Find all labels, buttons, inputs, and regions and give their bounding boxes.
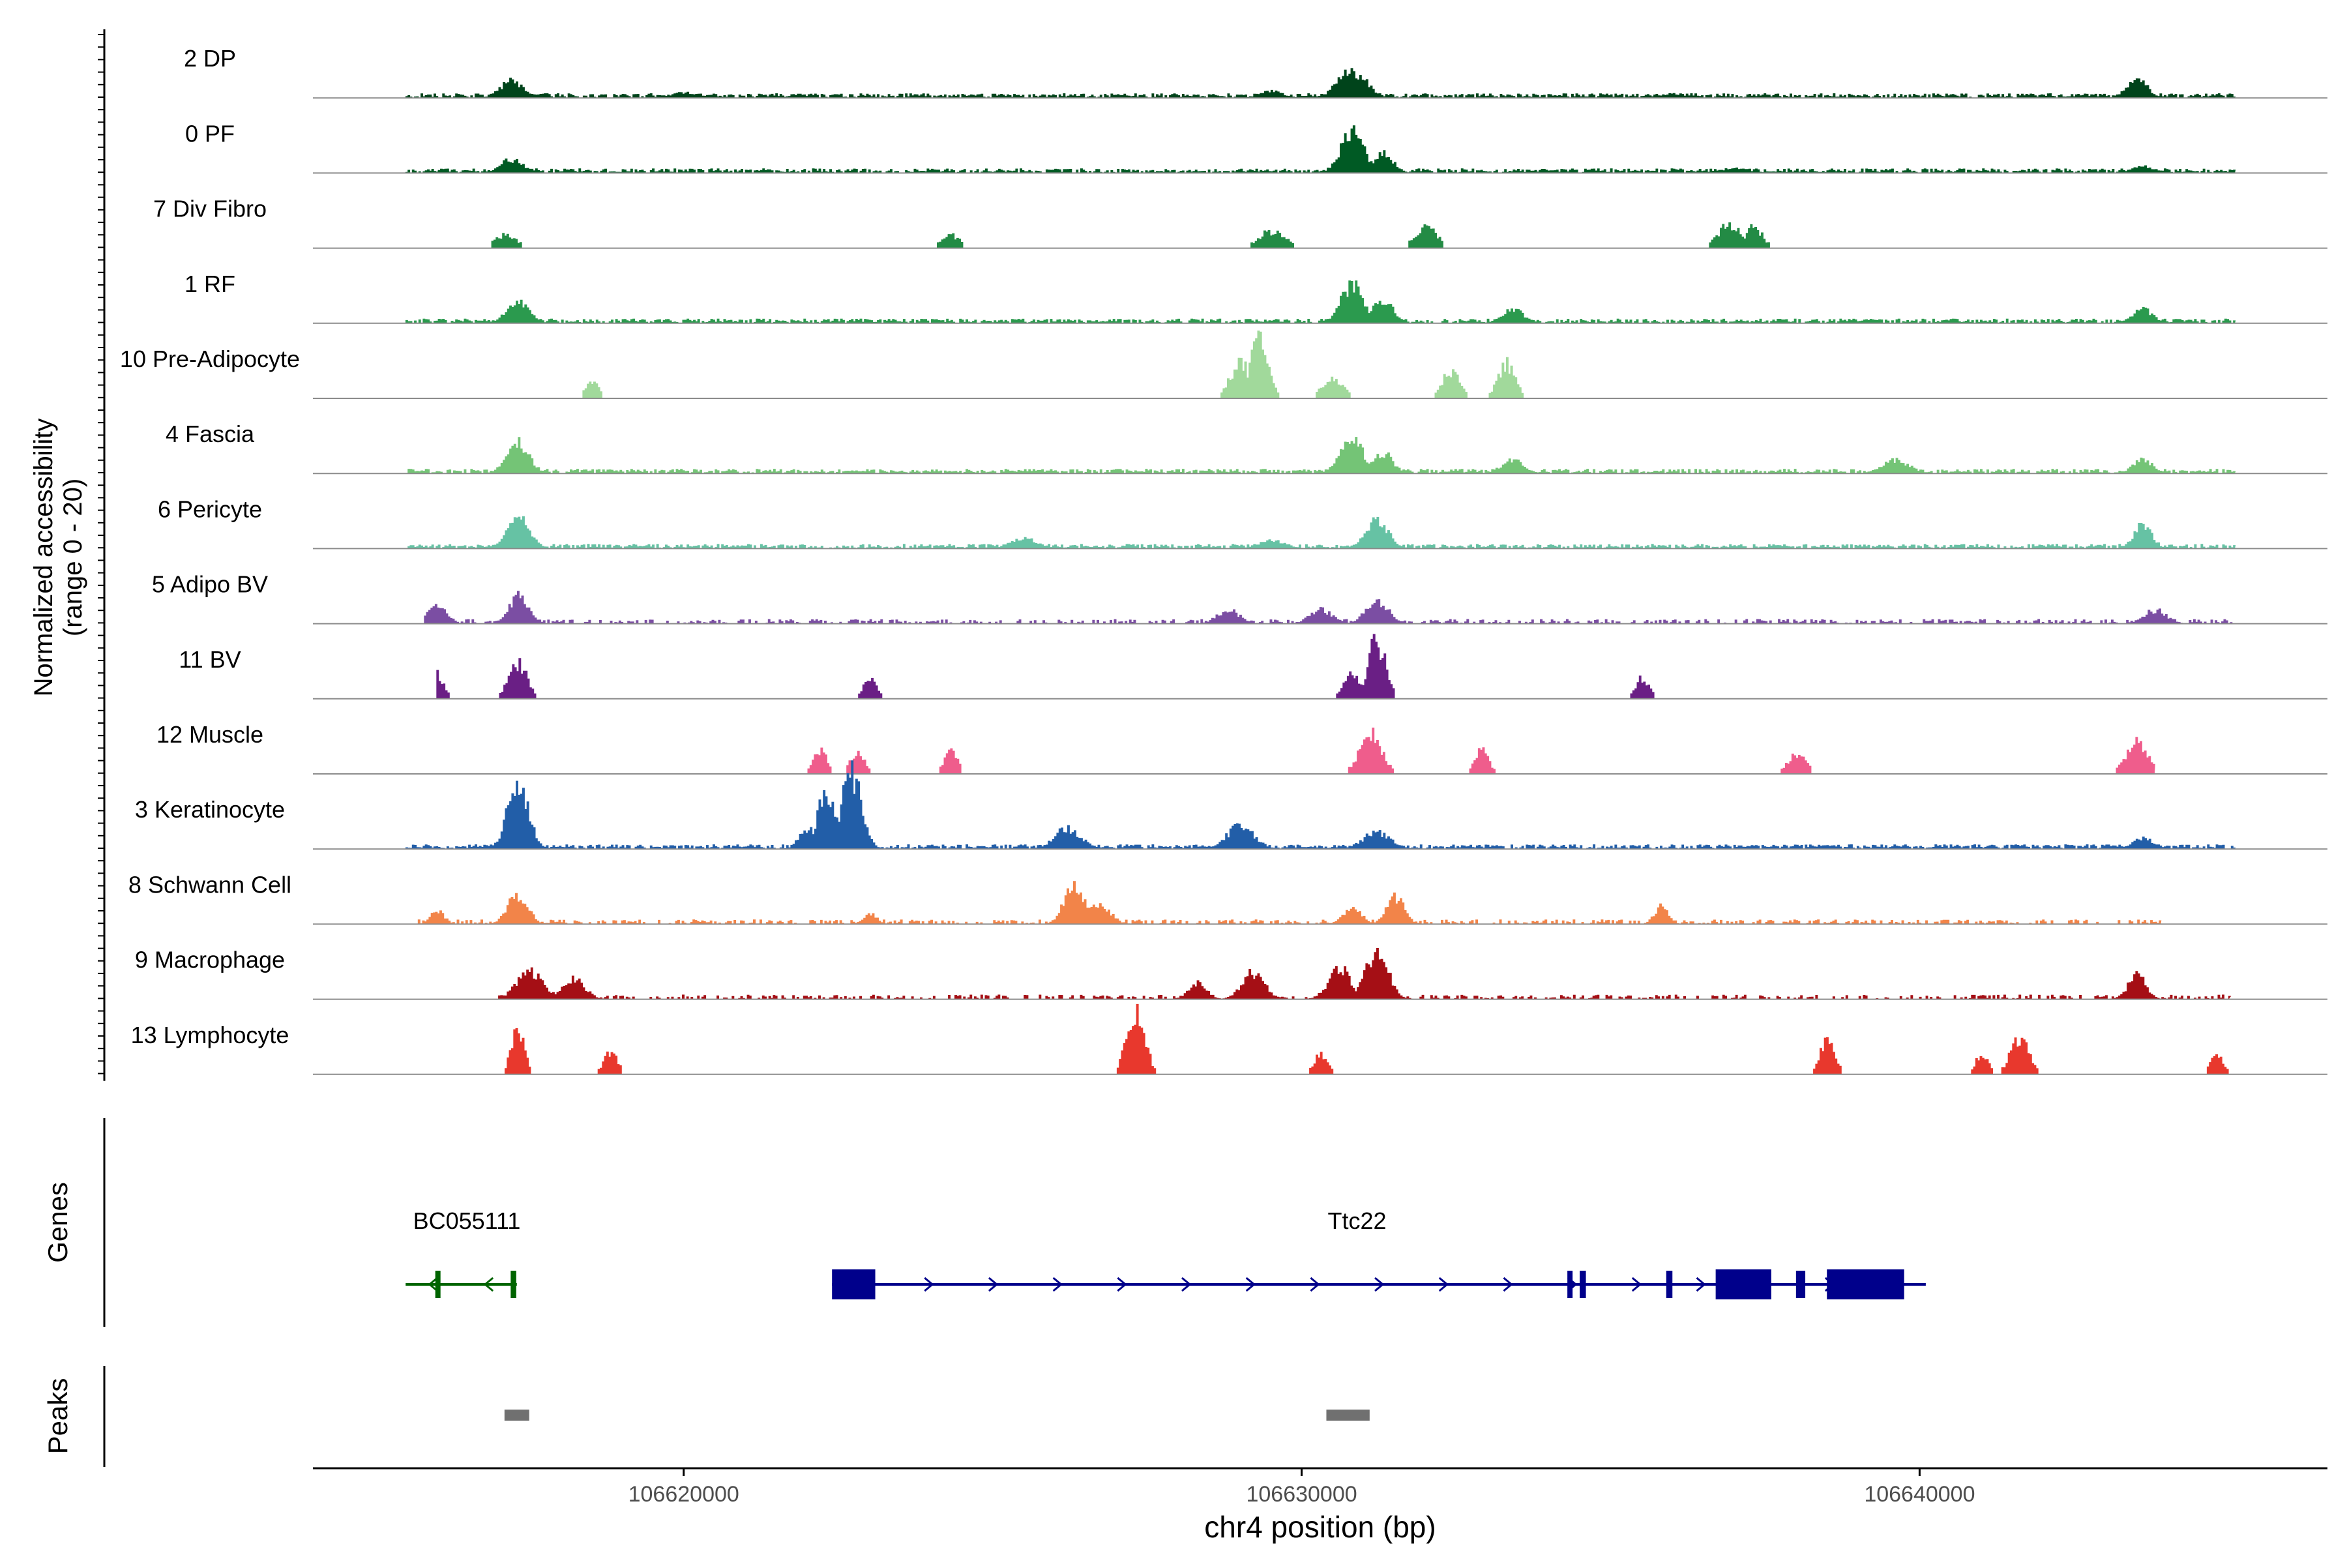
- track-3-keratinocyte: 3 Keratinocyte: [135, 760, 2327, 850]
- exon-block: [1827, 1269, 1904, 1299]
- coverage-area-5-adipo-bv: [424, 591, 2237, 624]
- track-label-10-pre-adipocyte: 10 Pre-Adipocyte: [120, 346, 300, 372]
- x-tick-label: 106630000: [1246, 1482, 1357, 1507]
- track-2-dp: 2 DP: [184, 45, 2327, 99]
- gene-bc055111: BC055111: [406, 1207, 520, 1298]
- y-axis-title-line-2: (range 0 - 20): [59, 479, 87, 636]
- coverage-area-13-lymphocyte: [505, 1003, 2229, 1075]
- coverage-area-7-div-fibro: [491, 222, 1770, 248]
- exon-block: [832, 1269, 876, 1299]
- track-label-1-rf: 1 RF: [185, 271, 235, 297]
- peak-region: [1326, 1410, 1370, 1421]
- track-label-8-schwann-cell: 8 Schwann Cell: [128, 871, 291, 898]
- track-9-macrophage: 9 Macrophage: [135, 947, 2327, 1000]
- track-8-schwann-cell: 8 Schwann Cell: [128, 871, 2327, 925]
- peak-region: [504, 1410, 529, 1421]
- strand-arrow-icon: [1696, 1277, 1706, 1292]
- peaks-track-label: Peaks: [42, 1378, 73, 1455]
- x-tick-label: 106640000: [1864, 1482, 1975, 1507]
- track-label-9-macrophage: 9 Macrophage: [135, 947, 285, 973]
- track-10-pre-adipocyte: 10 Pre-Adipocyte: [120, 331, 2327, 399]
- track-label-0-pf: 0 PF: [185, 120, 235, 147]
- track-label-2-dp: 2 DP: [184, 45, 236, 72]
- strand-arrow-icon: [1310, 1277, 1320, 1292]
- strand-arrow-icon: [1117, 1277, 1127, 1292]
- x-axis: 106620000 106630000 106640000: [313, 1467, 2327, 1507]
- x-axis-title: chr4 position (bp): [1204, 1510, 1436, 1544]
- coverage-area-2-dp: [405, 68, 2236, 98]
- coverage-area-1-rf: [405, 280, 2236, 324]
- track-12-muscle: 12 Muscle: [156, 721, 2327, 775]
- exon-block: [435, 1271, 441, 1298]
- coverage-area-9-macrophage: [498, 948, 2232, 999]
- coverage-area-6-pericyte: [406, 516, 2236, 549]
- exon-block: [1795, 1271, 1806, 1298]
- x-tick-label: 106620000: [628, 1482, 739, 1507]
- track-label-5-adipo-bv: 5 Adipo BV: [152, 571, 268, 598]
- strand-arrow-icon: [924, 1277, 934, 1292]
- coverage-tracks: 2 DP 0 PF 7 Div Fibro 1 RF 10 Pre-Adipocyte 4…: [120, 45, 2327, 1075]
- strand-arrow-icon: [483, 1277, 494, 1292]
- peaks-track: [504, 1410, 1370, 1421]
- coverage-area-11-bv: [436, 634, 1655, 700]
- coverage-area-3-keratinocyte: [405, 760, 2236, 850]
- strand-arrow-icon: [1374, 1277, 1385, 1292]
- coverage-area-4-fascia: [406, 437, 2236, 474]
- track-label-11-bv: 11 BV: [179, 646, 241, 673]
- track-label-3-keratinocyte: 3 Keratinocyte: [135, 796, 285, 823]
- y-axis-title-line-1: Normalized accessibility: [29, 419, 58, 697]
- coverage-area-8-schwann-cell: [417, 881, 2162, 925]
- exon-block: [1715, 1269, 1771, 1299]
- track-label-4-fascia: 4 Fascia: [166, 421, 255, 447]
- strand-arrow-icon: [1245, 1277, 1256, 1292]
- track-4-fascia: 4 Fascia: [166, 421, 2327, 475]
- track-7-div-fibro: 7 Div Fibro: [153, 196, 2327, 249]
- strand-arrow-icon: [428, 1277, 438, 1292]
- genes-track: BC055111 Ttc22: [406, 1207, 1926, 1299]
- exon-block: [510, 1271, 516, 1298]
- strand-arrow-icon: [1052, 1277, 1063, 1292]
- genes-track-label: Genes: [42, 1182, 73, 1263]
- track-5-adipo-bv: 5 Adipo BV: [152, 571, 2327, 625]
- track-1-rf: 1 RF: [185, 271, 2327, 324]
- gene-ttc22: Ttc22: [832, 1207, 1926, 1299]
- y-axis: [98, 29, 106, 1081]
- strand-arrow-icon: [1631, 1277, 1642, 1292]
- track-11-bv: 11 BV: [179, 634, 2327, 700]
- track-label-12-muscle: 12 Muscle: [156, 721, 263, 748]
- exon-block: [1567, 1271, 1573, 1298]
- track-13-lymphocyte: 13 Lymphocyte: [131, 1003, 2327, 1075]
- strand-arrow-icon: [1503, 1277, 1513, 1292]
- exon-block: [1580, 1271, 1586, 1298]
- track-label-13-lymphocyte: 13 Lymphocyte: [131, 1022, 289, 1048]
- track-6-pericyte: 6 Pericyte: [158, 496, 2327, 550]
- track-label-7-div-fibro: 7 Div Fibro: [153, 196, 267, 222]
- strand-arrow-icon: [988, 1277, 999, 1292]
- strand-arrow-icon: [1438, 1277, 1449, 1292]
- coverage-area-12-muscle: [807, 728, 2155, 775]
- coverage-area-10-pre-adipocyte: [582, 331, 1524, 399]
- coverage-area-0-pf: [405, 125, 2236, 173]
- exon-block: [1666, 1271, 1673, 1298]
- track-label-6-pericyte: 6 Pericyte: [158, 496, 262, 522]
- gene-name-ttc22: Ttc22: [1327, 1207, 1386, 1234]
- strand-arrow-icon: [1181, 1277, 1192, 1292]
- gene-name-bc055111: BC055111: [413, 1207, 521, 1234]
- track-0-pf: 0 PF: [185, 120, 2327, 174]
